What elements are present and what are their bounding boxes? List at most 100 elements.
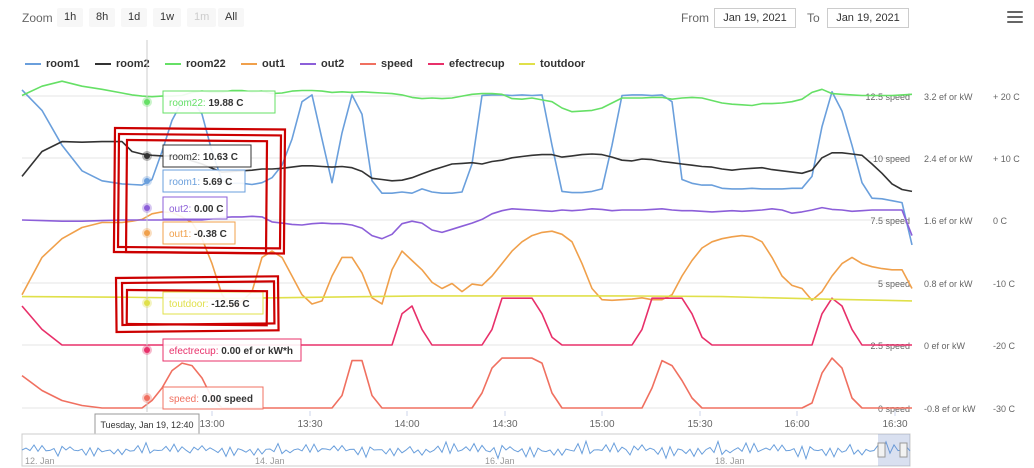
to-label: To — [807, 11, 820, 25]
annotation-box — [116, 132, 283, 250]
tooltip-text: efectrecup: 0.00 ef or kW*h — [169, 346, 293, 357]
efficiency-axis-tick: -0.8 ef or kW — [924, 404, 976, 414]
tooltip-box — [162, 386, 264, 410]
legend-swatch — [519, 63, 535, 66]
speed-axis-tick: 12.5 speed — [865, 92, 910, 102]
tooltip-text: toutdoor: -12.56 C — [169, 299, 250, 310]
legend-label: room1 — [46, 58, 80, 70]
tooltip-out1: out1: -0.38 C — [142, 221, 236, 245]
legend-swatch — [428, 63, 444, 66]
efficiency-axis-tick: 1.6 ef or kW — [924, 216, 973, 226]
speed-axis-tick: 0 speed — [878, 404, 910, 414]
temperature-axis-tick: + 20 C — [993, 92, 1020, 102]
navigator-label: 14. Jan — [255, 456, 285, 466]
tooltip-point — [144, 99, 150, 105]
tooltip-text: room22: 19.88 C — [169, 98, 244, 109]
zoom-1h-button[interactable]: 1h — [57, 8, 84, 27]
legend-swatch — [241, 63, 257, 66]
legend-swatch — [300, 63, 316, 66]
x-tick-label: 15:30 — [687, 419, 712, 430]
zoom-1w-button[interactable]: 1w — [153, 8, 182, 27]
series-line-toutdoor — [21, 295, 913, 302]
annotation-box — [125, 288, 269, 327]
zoom-8h-button[interactable]: 8h — [89, 8, 116, 27]
legend-item-room2[interactable]: room2 — [95, 58, 150, 72]
tooltip-text: room1: 5.69 C — [169, 177, 232, 188]
tooltip-box — [162, 90, 276, 114]
crosshair-date-label: Tuesday, Jan 19, 12:40 — [94, 413, 200, 435]
legend-swatch — [165, 63, 181, 66]
x-axis: 13:00 13:30 14:00 14:30 15:00 15:30 16:00 16:30 — [199, 411, 908, 430]
series-line-room2 — [21, 140, 913, 193]
navigator: 12. Jan 14. Jan 16. Jan 18. Jan — [21, 433, 911, 467]
zoom-1m-button[interactable]: 1m — [187, 8, 217, 27]
zoom-1d-button[interactable]: 1d — [121, 8, 148, 27]
legend-item-out2[interactable]: out2 — [300, 58, 344, 72]
tooltip-toutdoor: toutdoor: -12.56 C — [142, 291, 264, 315]
legend-label: out2 — [321, 58, 345, 70]
x-tick-label: 14:30 — [492, 419, 517, 430]
legend-label: efectrecup — [449, 58, 505, 70]
annotation-box — [124, 138, 269, 255]
efficiency-axis-tick: 0 ef or kW — [924, 341, 966, 351]
tooltip-speed: speed: 0.00 speed — [142, 386, 264, 410]
zoom-label: Zoom — [22, 11, 53, 25]
legend-item-room22[interactable]: room22 — [165, 58, 226, 72]
x-tick-label: 13:00 — [199, 419, 224, 430]
tooltip-text: room2: 10.63 C — [169, 152, 238, 163]
hamburger-menu-icon[interactable] — [1007, 11, 1023, 25]
series-line-room1 — [21, 89, 913, 246]
legend-label: room2 — [116, 58, 150, 70]
x-tick-label: 16:00 — [784, 419, 809, 430]
legend-item-toutdoor[interactable]: toutdoor — [519, 58, 585, 72]
legend-item-speed[interactable]: speed — [360, 58, 413, 72]
navigator-handle-right — [899, 442, 908, 458]
from-date-input[interactable]: Jan 19, 2021 — [714, 8, 796, 28]
efficiency-axis-tick: 2.4 ef or kW — [924, 154, 973, 164]
temperature-axis-tick: -30 C — [993, 404, 1016, 414]
from-label: From — [681, 11, 709, 25]
tooltip-point — [144, 205, 150, 211]
tooltip-point — [144, 178, 150, 184]
tooltip-layer: room22: 19.88 C room2: 10.63 C room1: 5.69… — [94, 90, 302, 435]
date-label-text: Tuesday, Jan 19, 12:40 — [100, 420, 193, 430]
tooltip-point — [144, 395, 150, 401]
series-line-out2 — [21, 206, 913, 240]
tooltip-out2: out2: 0.00 C — [142, 196, 228, 220]
tooltip-room22: room22: 19.88 C — [142, 90, 276, 114]
navigator-series — [21, 439, 911, 461]
tooltip-text: speed: 0.00 speed — [169, 394, 253, 405]
legend-label: out1 — [262, 58, 286, 70]
legend-label: toutdoor — [540, 58, 586, 70]
tooltip-room2: room2: 10.63 C — [142, 144, 252, 168]
tooltip-point — [144, 230, 150, 236]
legend-item-room1[interactable]: room1 — [25, 58, 80, 72]
speed-axis-tick: 10 speed — [873, 154, 910, 164]
tooltip-point — [144, 153, 150, 159]
legend-item-out1[interactable]: out1 — [241, 58, 285, 72]
temperature-axis-tick: -10 C — [993, 279, 1016, 289]
legend-swatch — [360, 63, 376, 66]
tooltip-box — [162, 196, 228, 220]
tooltip-text: out2: 0.00 C — [169, 204, 224, 215]
right-axes: 12.5 speed 3.2 ef or kW + 20 C 10 speed 2.4 … — [865, 92, 1020, 414]
speed-axis-tick: 5 speed — [878, 279, 910, 289]
to-date-input[interactable]: Jan 19, 2021 — [827, 8, 909, 28]
tooltip-point — [144, 347, 150, 353]
speed-axis-tick: 7.5 speed — [870, 216, 910, 226]
navigator-label: 18. Jan — [715, 456, 745, 466]
zoom-all-button[interactable]: All — [218, 8, 245, 27]
speed-axis-tick: 2.5 speed — [870, 341, 910, 351]
x-tick-label: 15:00 — [589, 419, 614, 430]
efficiency-axis-tick: 0.8 ef or kW — [924, 279, 973, 289]
legend-item-efectrecup[interactable]: efectrecup — [428, 58, 505, 72]
tooltip-box — [162, 291, 264, 315]
tooltip-box — [162, 221, 236, 245]
temperature-axis-tick: 0 C — [993, 216, 1008, 226]
tooltip-box — [162, 144, 252, 168]
temperature-axis-tick: + 10 C — [993, 154, 1020, 164]
annotation-boxes — [112, 126, 287, 334]
tooltip-efectrecup: efectrecup: 0.00 ef or kW*h — [142, 338, 302, 362]
x-tick-label: 14:00 — [394, 419, 419, 430]
legend-swatch — [95, 63, 111, 66]
